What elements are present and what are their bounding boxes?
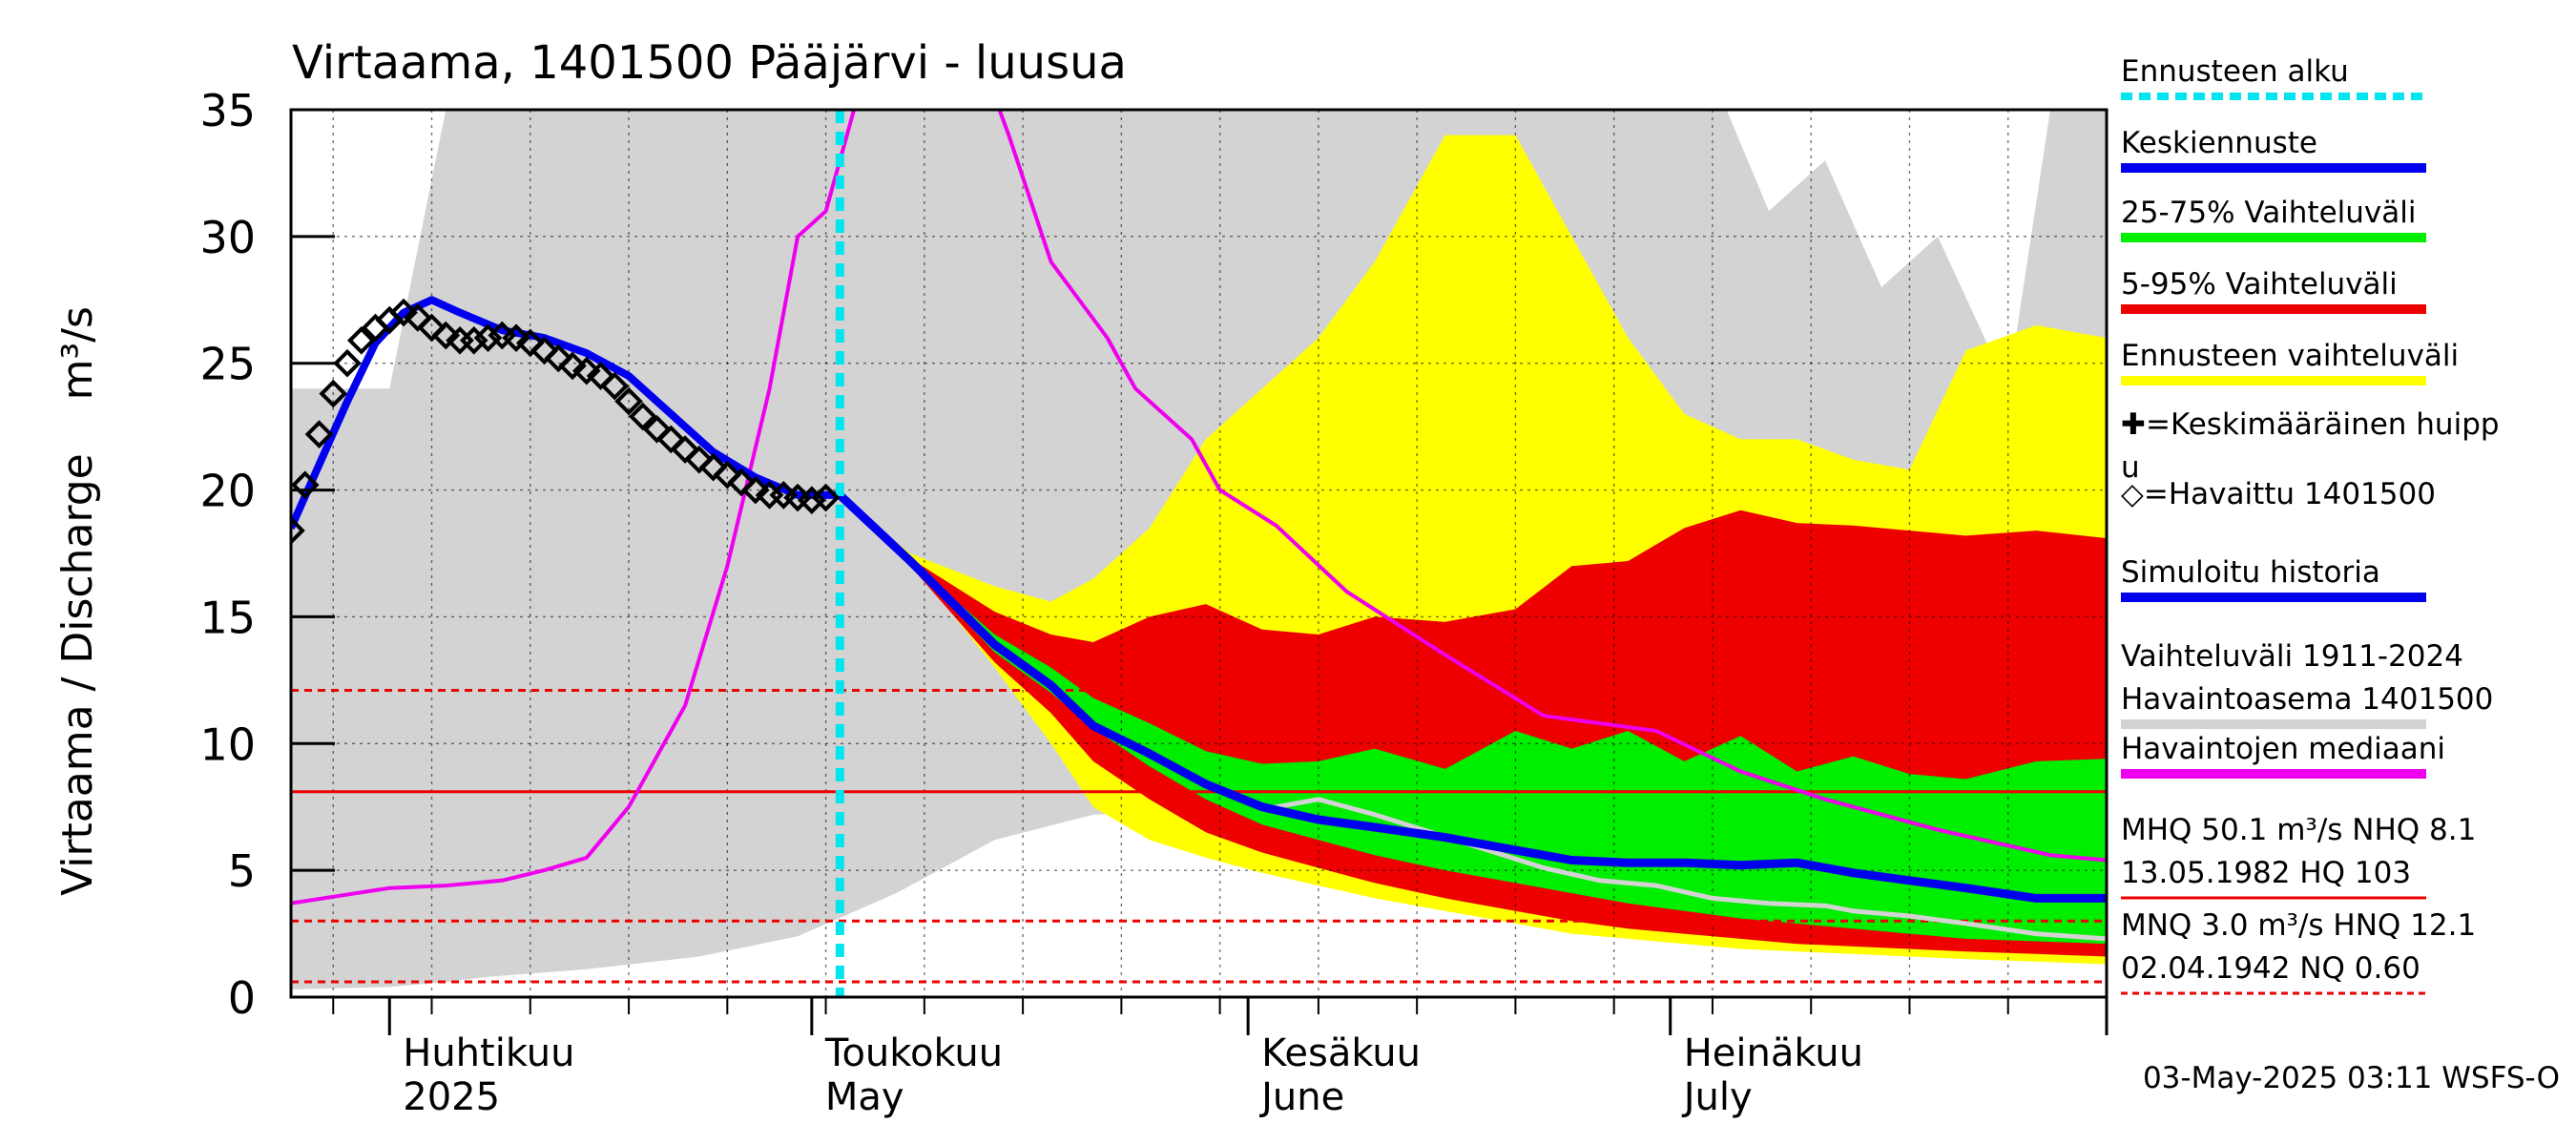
legend-label: Vaihteluväli 1911-2024: [2121, 639, 2463, 674]
legend-label: MHQ 50.1 m³/s NHQ 8.1: [2121, 813, 2476, 847]
observed-point: [811, 483, 841, 512]
x-month-label: Kesäkuu: [1261, 1031, 1421, 1075]
y-tick-label: 10: [199, 718, 256, 770]
legend-label: Ennusteen vaihteluväli: [2121, 339, 2459, 373]
observed-point: [614, 386, 643, 416]
x-month-label: Toukokuu: [824, 1031, 1003, 1075]
observed-point: [417, 313, 447, 343]
observed-point: [642, 414, 672, 444]
legend-label: ✚=Keskimääräinen huipp: [2121, 407, 2500, 442]
observed-point: [558, 351, 587, 381]
observed-point: [403, 303, 432, 332]
observed-point: [319, 379, 348, 408]
observed-point: [600, 371, 630, 401]
y-tick-label: 0: [228, 972, 256, 1024]
observed-point: [515, 328, 545, 358]
observed-point: [586, 362, 615, 390]
observed-point: [346, 325, 376, 355]
observed-point: [473, 323, 503, 352]
labels-layer: 05101520253035Huhtikuu2025ToukokuuMayKes…: [199, 85, 1863, 1119]
y-tick-label: 20: [199, 466, 256, 517]
observed-point: [656, 425, 686, 454]
legend-label: Keskiennuste: [2121, 126, 2317, 160]
observed-point: [571, 356, 601, 385]
legend-label: 25-75% Vaihteluväli: [2121, 196, 2417, 230]
y-tick-label: 25: [199, 339, 256, 390]
series-median_forecast_grey: [1261, 797, 2107, 942]
axes-layer: [289, 108, 2109, 1035]
plot-frame: [289, 108, 2109, 999]
y-tick-label: 5: [228, 845, 256, 897]
x-month-sublabel: 2025: [403, 1075, 500, 1119]
legend-label: Havaintojen mediaani: [2121, 732, 2445, 766]
band-p25_75: [840, 494, 2107, 945]
observed-point: [727, 468, 756, 497]
series-median_obs: [291, 110, 2107, 906]
observed-point: [333, 348, 362, 378]
lines-layer: [291, 110, 2107, 997]
footer-timestamp: 03-May-2025 03:11 WSFS-O: [2143, 1061, 2560, 1095]
x-month-label: Heinäkuu: [1684, 1031, 1863, 1075]
legend: Ennusteen alku Keskiennuste 25-75% Vaihtel…: [2121, 54, 2500, 995]
x-month-sublabel: June: [1258, 1075, 1344, 1119]
legend-label: MNQ 3.0 m³/s HNQ 12.1: [2121, 908, 2476, 943]
legend-label: Havaintoasema 1401500: [2121, 682, 2493, 717]
x-month-label: Huhtikuu: [403, 1031, 574, 1075]
observed-point: [684, 445, 714, 474]
observed-point: [502, 323, 530, 352]
observed-point: [713, 460, 742, 489]
observed-point: [740, 475, 770, 505]
series-mean_forecast: [837, 491, 2107, 903]
legend-label: Simuloitu historia: [2121, 555, 2380, 590]
legend-label: ◇=Havaittu 1401500: [2121, 477, 2436, 511]
observed-point: [459, 325, 488, 355]
observed-point: [291, 516, 305, 545]
legend-label: 5-95% Vaihteluväli: [2121, 267, 2398, 302]
legend-label: u: [2121, 450, 2140, 485]
legend-label: 02.04.1942 NQ 0.60: [2121, 951, 2420, 986]
observed-point: [544, 344, 573, 373]
legend-label: 13.05.1982 HQ 103: [2121, 856, 2411, 890]
y-axis-label: Virtaama / Discharge m³/s: [53, 306, 102, 896]
x-month-sublabel: May: [825, 1075, 904, 1119]
observed-point: [698, 452, 728, 482]
observed-point: [304, 420, 334, 448]
observed-point: [431, 321, 461, 350]
observed-point: [797, 486, 826, 515]
grid-layer: [291, 109, 2108, 998]
observed-point: [628, 402, 657, 431]
bands-layer: [291, 110, 2107, 989]
x-month-sublabel: July: [1681, 1075, 1753, 1119]
observed-point: [671, 435, 699, 464]
observed-point: [389, 298, 418, 327]
y-tick-label: 15: [199, 592, 256, 643]
markers-layer: [291, 298, 841, 545]
legend-label: Ennusteen alku: [2121, 54, 2349, 89]
observed-point: [291, 470, 320, 500]
chart-title: Virtaama, 1401500 Pääjärvi - luusua: [292, 36, 1127, 90]
observed-point: [530, 336, 559, 365]
y-tick-label: 35: [199, 85, 256, 136]
y-tick-label: 30: [199, 212, 256, 263]
